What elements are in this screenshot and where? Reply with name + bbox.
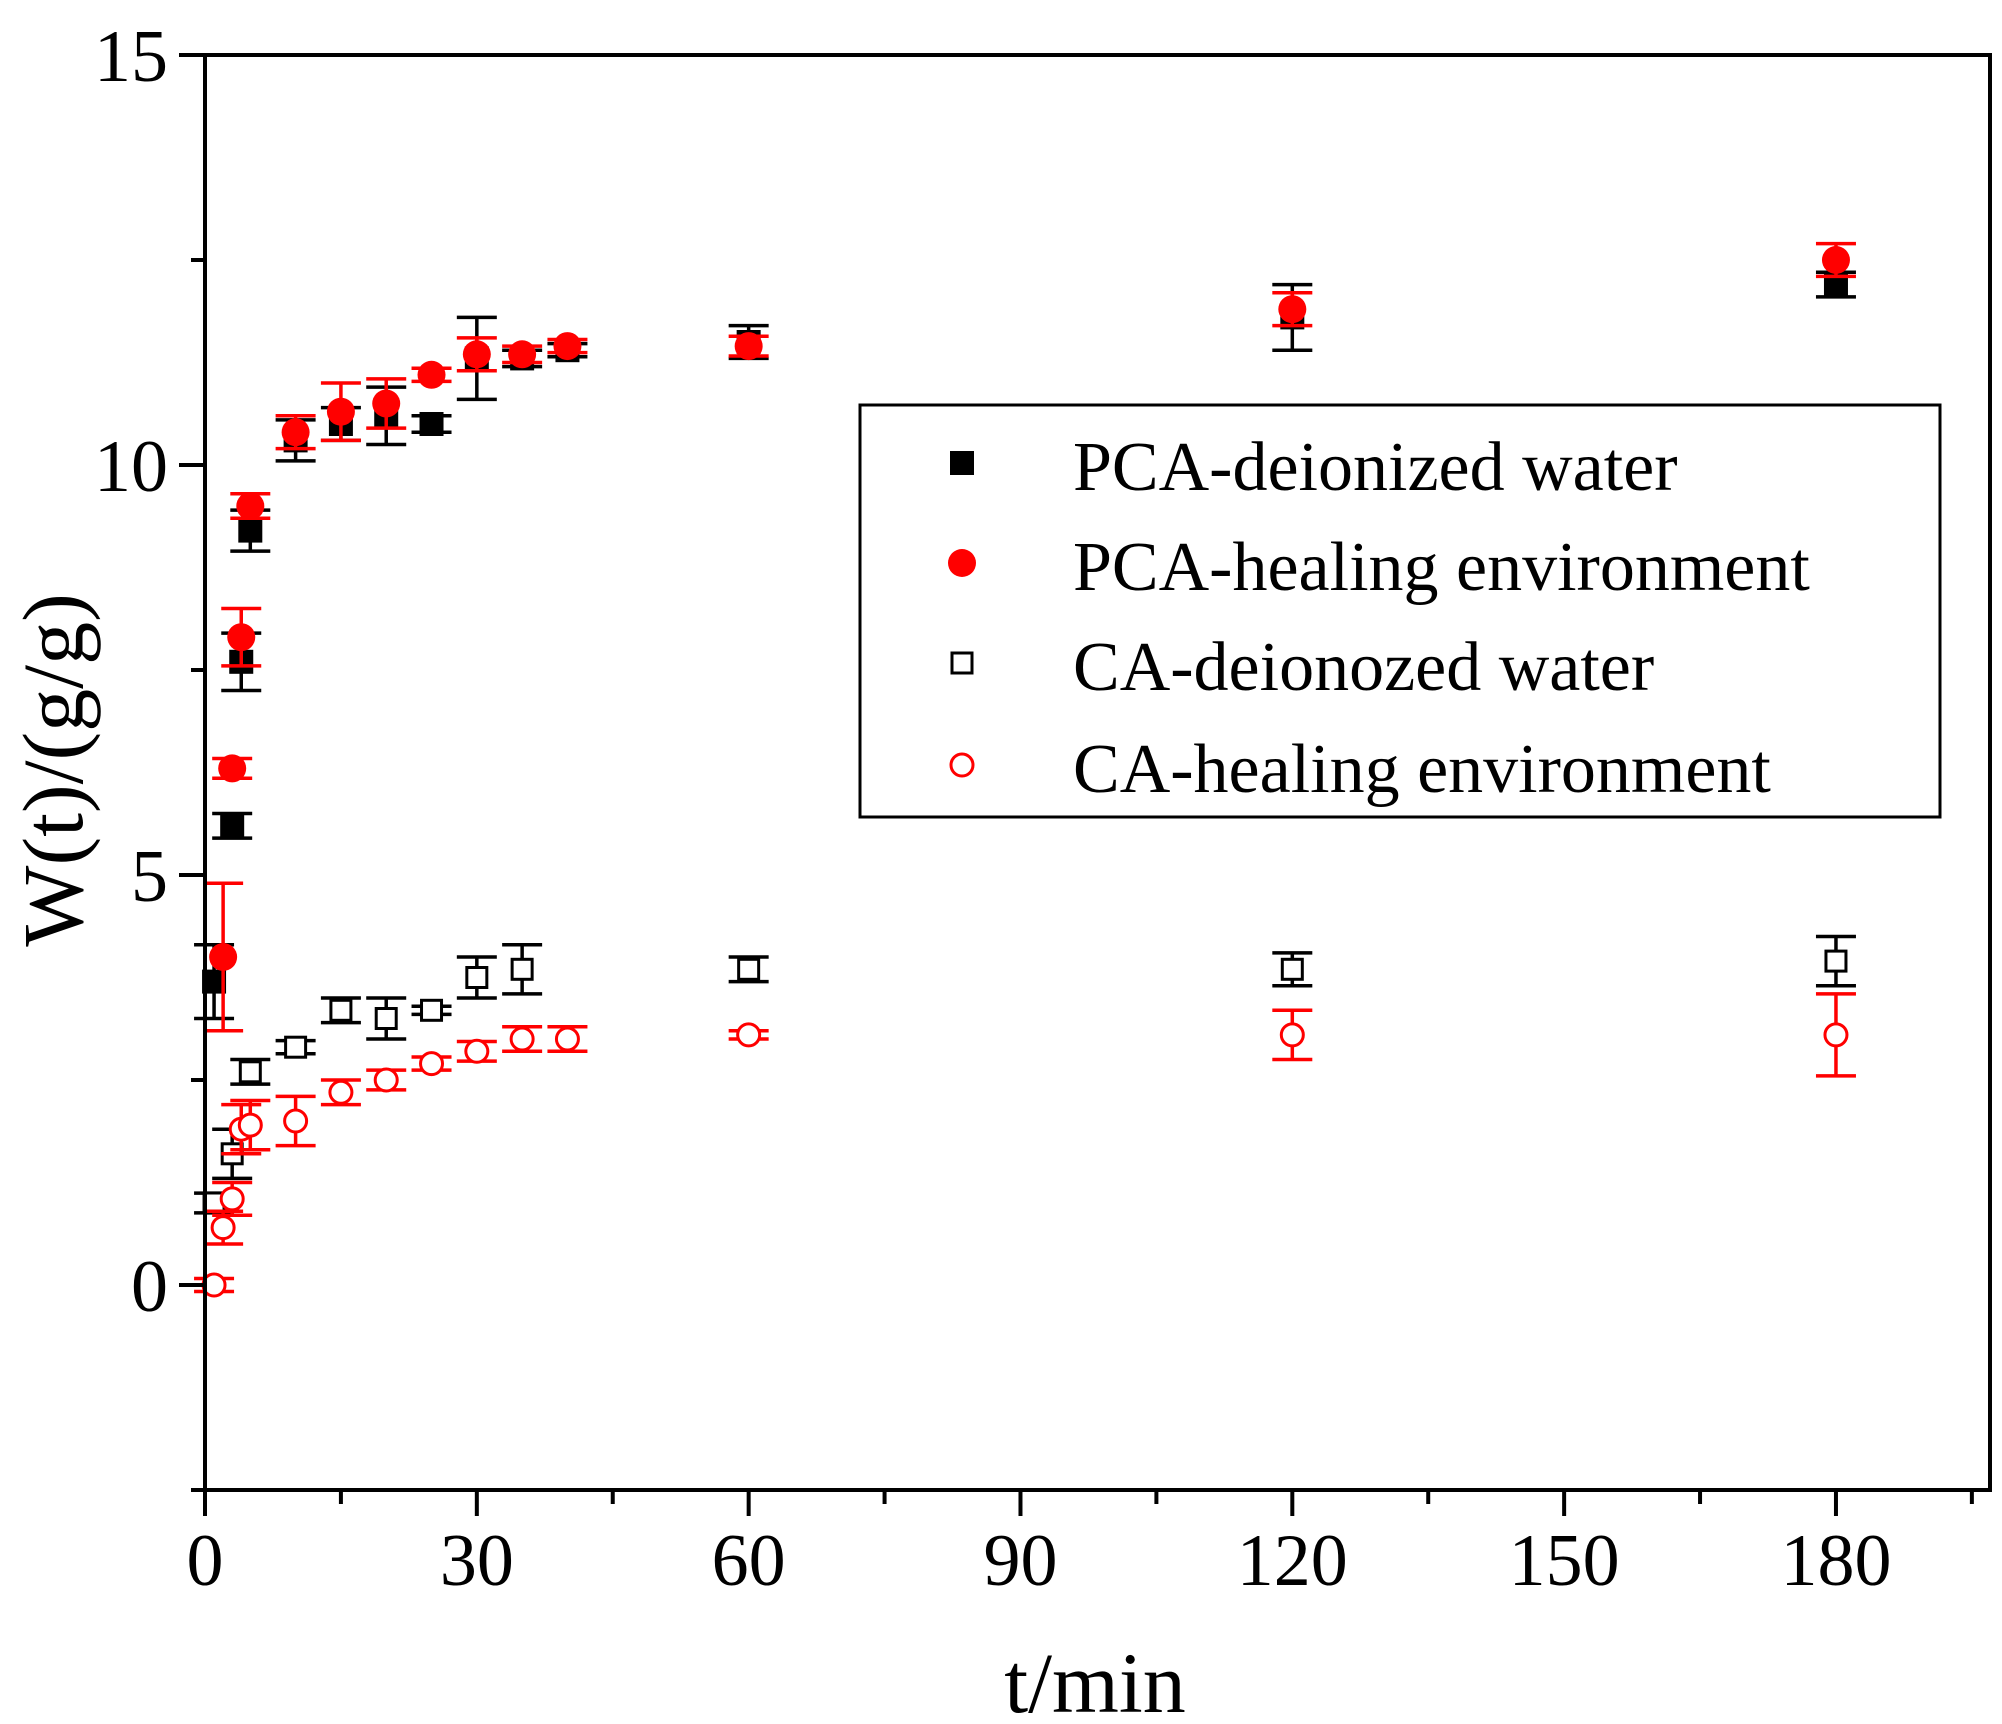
data-point	[1280, 957, 1304, 981]
data-point	[465, 966, 489, 989]
data-point	[238, 1060, 262, 1084]
data-point	[508, 340, 537, 369]
x-tick-label: 150	[1509, 1520, 1620, 1602]
legend-marker	[950, 451, 974, 475]
data-point	[1821, 246, 1850, 274]
data-point	[227, 623, 256, 652]
plot-area	[194, 241, 1856, 1298]
legend: PCA-deionized water PCA-healing environme…	[858, 403, 1942, 819]
data-point	[237, 1112, 263, 1138]
y-tick-label: 15	[94, 16, 168, 98]
x-axis-title: t/min	[1004, 1635, 1186, 1724]
data-point	[737, 957, 761, 981]
data-point	[328, 1079, 354, 1105]
legend-label: PCA-deionized water	[1073, 429, 1678, 506]
series-pca-healing-environment	[203, 241, 1856, 1033]
data-point	[1823, 1022, 1849, 1048]
data-point	[419, 1051, 445, 1077]
data-point	[1278, 295, 1307, 324]
data-point	[210, 1215, 236, 1241]
x-tick-label: 0	[187, 1520, 224, 1602]
data-point	[236, 492, 265, 520]
data-point	[219, 1186, 245, 1212]
data-point	[373, 1067, 399, 1093]
data-point	[509, 1026, 535, 1052]
data-point	[736, 1022, 762, 1048]
y-tick-label: 10	[94, 426, 168, 508]
y-tick-label: 0	[131, 1246, 168, 1328]
legend-box	[858, 403, 1942, 819]
data-point	[462, 340, 491, 369]
x-tick-label: 180	[1780, 1520, 1891, 1602]
data-point	[284, 1035, 308, 1059]
legend-marker	[949, 752, 975, 778]
data-point	[218, 754, 247, 783]
data-point	[420, 998, 444, 1022]
legend-marker	[948, 549, 976, 577]
legend-marker	[950, 651, 974, 675]
data-point	[464, 1038, 490, 1064]
data-point	[220, 813, 245, 838]
legend-label: CA-healing environment	[1073, 731, 1771, 808]
x-tick-label: 60	[712, 1520, 786, 1602]
data-point	[238, 518, 263, 543]
x-tick-label: 90	[983, 1520, 1057, 1602]
data-point	[1824, 949, 1848, 973]
data-point	[281, 418, 310, 447]
plot-frame	[203, 53, 1992, 1492]
data-point	[1279, 1022, 1305, 1048]
data-point	[372, 389, 401, 418]
data-point	[419, 412, 444, 436]
y-tick-label: 5	[131, 836, 168, 918]
x-tick-label: 30	[440, 1520, 514, 1602]
data-point	[283, 1108, 309, 1134]
data-point	[209, 943, 238, 971]
series-ca-deionozed-water	[194, 934, 1856, 1215]
legend-label: CA-deionozed water	[1073, 629, 1654, 706]
data-point	[510, 957, 534, 981]
data-point	[553, 332, 582, 361]
data-point	[374, 1007, 398, 1030]
data-point	[734, 332, 763, 361]
series-ca-healing-environment	[194, 992, 1856, 1298]
data-point	[326, 397, 355, 426]
legend-label: PCA-healing environment	[1073, 529, 1810, 606]
x-tick-label: 120	[1237, 1520, 1348, 1602]
data-point	[417, 360, 446, 389]
axis-ticks: 0 30 60 90 120 150 180 0 5 10 15	[94, 16, 1974, 1602]
data-point	[554, 1026, 580, 1052]
data-point	[329, 998, 353, 1022]
y-axis-title: W(t)/(g/g)	[5, 593, 101, 946]
